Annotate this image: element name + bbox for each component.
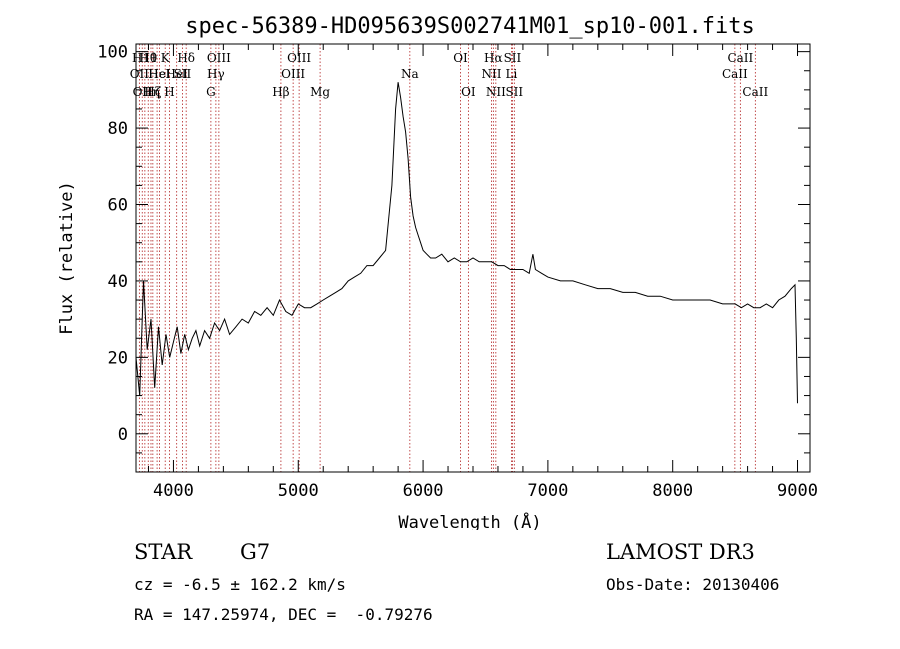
line-label-6716: SII [504, 51, 522, 65]
line-label-5007: OIII [287, 51, 311, 65]
coordinates: RA = 147.25974, DEC = -0.79276 [134, 605, 433, 624]
y-axis-label: Flux (relative) [57, 181, 77, 335]
line-label-4340: Hγ [207, 67, 225, 81]
x-axis-ticks: 4000 5000 6000 7000 8000 9000 [147, 44, 818, 501]
y-axis-ticks: 0 20 40 60 80 100 [97, 43, 810, 473]
line-label-4959: OIII [281, 67, 305, 81]
y-tick-label-100: 100 [97, 43, 128, 63]
spectral-line-markers [138, 44, 756, 472]
line-label-6563: Hα [484, 51, 503, 65]
flux-line [135, 82, 798, 404]
spectral-subclass: G7 [240, 540, 271, 564]
line-label-5894: Na [401, 67, 419, 81]
line-label-4300: G [206, 85, 216, 99]
spectrum-chart: spec-56389-HD095639S002741M01_sp10-001.f… [57, 14, 818, 530]
line-label-4102: Hδ [177, 51, 195, 65]
x-tick-label-7000: 7000 [527, 481, 568, 501]
line-label-3869: He [148, 67, 166, 81]
y-tick-label-40: 40 [108, 272, 128, 292]
line-label-6300: OI [453, 51, 468, 65]
line-label-3968: H [164, 85, 174, 99]
redshift-velocity: cz = -6.5 ± 162.2 km/s [134, 575, 346, 594]
y-tick-label-20: 20 [108, 348, 128, 368]
observation-date: Obs-Date: 20130406 [606, 575, 780, 594]
line-label-3771: H11 [132, 51, 158, 65]
line-label-4026: HeI [166, 67, 189, 81]
line-label-3727: OII [130, 67, 150, 81]
x-tick-label-8000: 8000 [652, 481, 693, 501]
line-label-6583: NII [486, 85, 506, 99]
line-label-6548: NII [481, 67, 501, 81]
line-label-8662: CaII [742, 85, 768, 99]
line-label-4072: SII [174, 67, 192, 81]
line-label-4861: Hβ [272, 85, 289, 99]
y-tick-label-0: 0 [118, 425, 128, 445]
x-tick-label-9000: 9000 [777, 481, 818, 501]
line-label-6363: OI [461, 85, 476, 99]
line-label-8542: CaII [727, 51, 753, 65]
line-label-3820: Hη [142, 85, 160, 99]
line-label-8498: CaII [722, 67, 748, 81]
survey-name: LAMOST DR3 [606, 540, 755, 564]
y-tick-label-60: 60 [108, 196, 128, 216]
line-label-5175: Mg [310, 85, 330, 99]
line-label-3835: Hζ [144, 85, 161, 99]
line-label-3889: HeI [148, 67, 171, 81]
line-label-3750: OII [133, 85, 153, 99]
spectral-line-labels: OIIOIIH11HθHηHζHeHeIKHHeISIIHδGHγOIIIHβO… [130, 51, 769, 99]
object-class: STAR [134, 540, 193, 564]
x-axis-label: Wavelength (Å) [398, 511, 541, 530]
chart-title: spec-56389-HD095639S002741M01_sp10-001.f… [185, 14, 755, 39]
line-label-3798: Hθ [139, 51, 157, 65]
x-tick-label-6000: 6000 [403, 481, 444, 501]
line-label-6731: SII [505, 85, 523, 99]
line-label-3934: K [161, 51, 171, 65]
x-tick-label-4000: 4000 [153, 481, 194, 501]
line-label-6708: Li [506, 67, 518, 81]
y-tick-label-80: 80 [108, 119, 128, 139]
line-label-4364: OIII [207, 51, 231, 65]
x-tick-label-5000: 5000 [278, 481, 319, 501]
